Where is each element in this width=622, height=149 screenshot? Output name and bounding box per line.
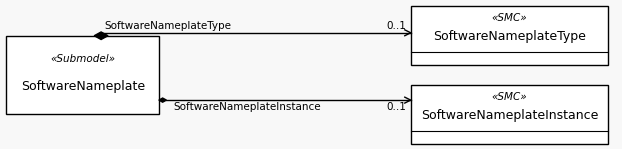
Text: SoftwareNameplate: SoftwareNameplate: [21, 80, 145, 93]
FancyBboxPatch shape: [6, 36, 159, 114]
FancyBboxPatch shape: [411, 85, 608, 144]
Text: «Submodel»: «Submodel»: [50, 54, 115, 64]
Text: «SMC»: «SMC»: [491, 13, 527, 23]
Polygon shape: [94, 32, 108, 39]
Text: SoftwareNameplateInstance: SoftwareNameplateInstance: [420, 109, 598, 122]
Text: «SMC»: «SMC»: [491, 92, 527, 102]
Text: SoftwareNameplateType: SoftwareNameplateType: [433, 30, 586, 43]
Text: 0..1: 0..1: [386, 102, 406, 112]
Text: 0..1: 0..1: [386, 21, 406, 31]
Polygon shape: [159, 98, 167, 102]
Text: SoftwareNameplateInstance: SoftwareNameplateInstance: [173, 102, 320, 112]
Text: SoftwareNameplateType: SoftwareNameplateType: [104, 21, 231, 31]
FancyBboxPatch shape: [411, 6, 608, 65]
